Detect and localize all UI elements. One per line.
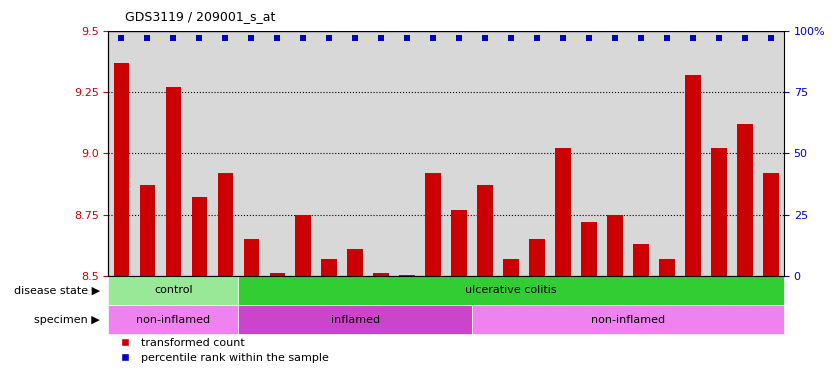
- Bar: [239, 276, 784, 305]
- Text: specimen ▶: specimen ▶: [34, 314, 100, 324]
- Point: [323, 35, 336, 41]
- Bar: [425, 173, 441, 276]
- Bar: [477, 185, 493, 276]
- Bar: [108, 305, 239, 334]
- Bar: [269, 273, 285, 276]
- Bar: [295, 215, 311, 276]
- Text: non-inflamed: non-inflamed: [136, 314, 210, 324]
- Bar: [686, 75, 701, 276]
- Point: [635, 35, 648, 41]
- Legend: transformed count, percentile rank within the sample: transformed count, percentile rank withi…: [114, 338, 329, 363]
- Bar: [659, 259, 675, 276]
- Point: [556, 35, 570, 41]
- Text: inflamed: inflamed: [331, 314, 379, 324]
- Bar: [451, 210, 467, 276]
- Bar: [192, 197, 207, 276]
- Text: ulcerative colitis: ulcerative colitis: [465, 285, 557, 296]
- Point: [167, 35, 180, 41]
- Bar: [530, 239, 545, 276]
- Point: [115, 35, 128, 41]
- Point: [686, 35, 700, 41]
- Bar: [244, 239, 259, 276]
- Point: [270, 35, 284, 41]
- Text: disease state ▶: disease state ▶: [14, 285, 100, 296]
- Bar: [607, 215, 623, 276]
- Bar: [399, 275, 415, 276]
- Point: [609, 35, 622, 41]
- Bar: [633, 244, 649, 276]
- Text: non-inflamed: non-inflamed: [591, 314, 666, 324]
- Bar: [555, 149, 571, 276]
- Bar: [113, 63, 129, 276]
- Bar: [737, 124, 753, 276]
- Point: [193, 35, 206, 41]
- Point: [426, 35, 440, 41]
- Bar: [218, 173, 234, 276]
- Bar: [348, 249, 363, 276]
- Point: [582, 35, 595, 41]
- Bar: [108, 276, 239, 305]
- Point: [141, 35, 154, 41]
- Point: [712, 35, 726, 41]
- Point: [374, 35, 388, 41]
- Text: control: control: [154, 285, 193, 296]
- Bar: [711, 149, 726, 276]
- Bar: [374, 273, 389, 276]
- Point: [453, 35, 466, 41]
- Point: [505, 35, 518, 41]
- Point: [400, 35, 414, 41]
- Point: [219, 35, 232, 41]
- Point: [297, 35, 310, 41]
- Bar: [504, 259, 519, 276]
- Point: [764, 35, 777, 41]
- Bar: [166, 87, 181, 276]
- Text: GDS3119 / 209001_s_at: GDS3119 / 209001_s_at: [125, 10, 275, 23]
- Point: [349, 35, 362, 41]
- Point: [479, 35, 492, 41]
- Point: [661, 35, 674, 41]
- Point: [244, 35, 258, 41]
- Bar: [581, 222, 597, 276]
- Point: [738, 35, 751, 41]
- Point: [530, 35, 544, 41]
- Bar: [472, 305, 784, 334]
- Bar: [321, 259, 337, 276]
- Bar: [239, 305, 472, 334]
- Bar: [763, 173, 779, 276]
- Bar: [139, 185, 155, 276]
